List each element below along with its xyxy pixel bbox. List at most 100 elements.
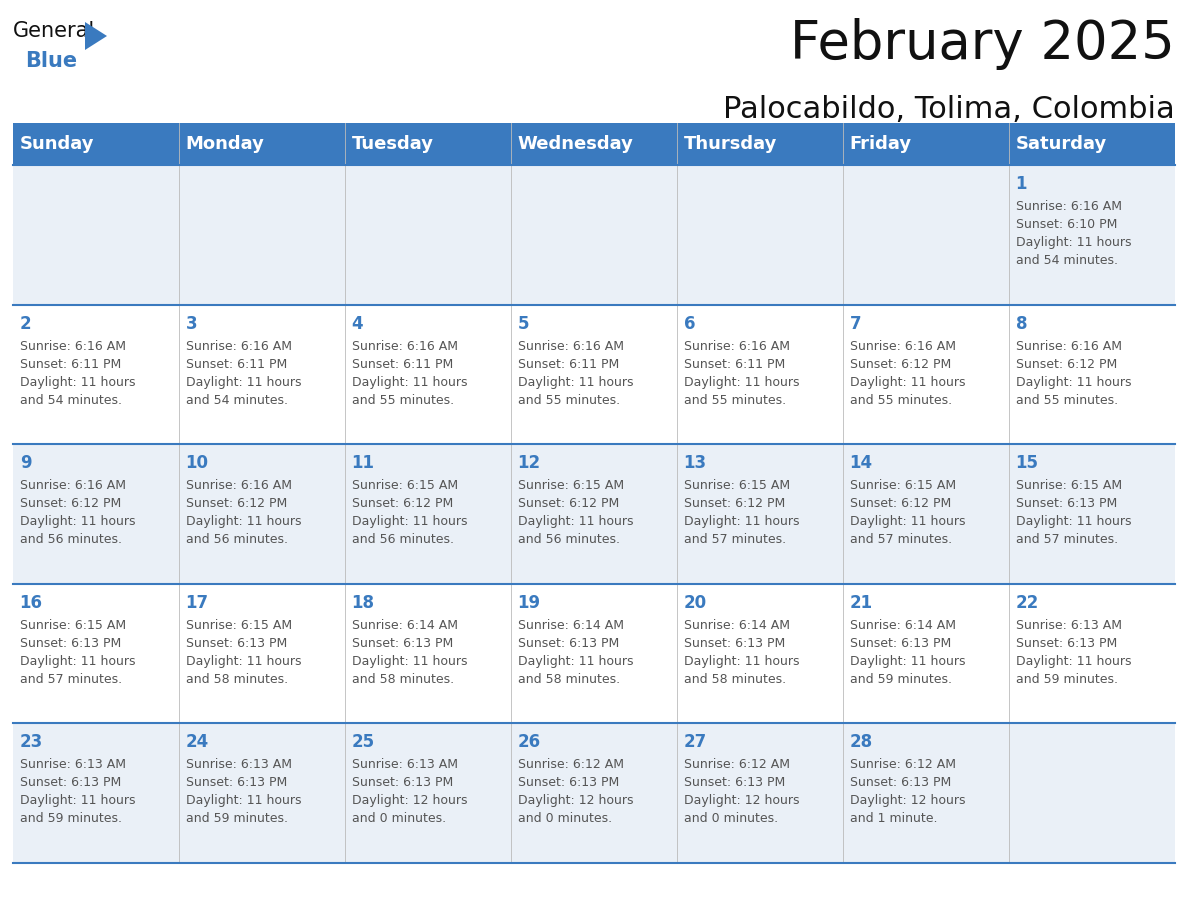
Bar [13, 165, 1175, 305]
Text: and 54 minutes.: and 54 minutes. [185, 394, 287, 407]
Text: Sunrise: 6:16 AM: Sunrise: 6:16 AM [20, 340, 126, 353]
Bar [511, 123, 677, 165]
Bar [345, 123, 511, 165]
Text: Daylight: 12 hours: Daylight: 12 hours [518, 794, 633, 808]
Text: Daylight: 11 hours: Daylight: 11 hours [20, 515, 135, 528]
Text: Sunrise: 6:13 AM: Sunrise: 6:13 AM [1016, 619, 1121, 632]
Bar [13, 584, 1175, 723]
Text: Sunset: 6:10 PM: Sunset: 6:10 PM [1016, 218, 1117, 231]
Text: Daylight: 12 hours: Daylight: 12 hours [849, 794, 965, 808]
Text: Sunset: 6:13 PM: Sunset: 6:13 PM [518, 637, 619, 650]
Text: 6: 6 [683, 315, 695, 332]
Text: and 56 minutes.: and 56 minutes. [185, 533, 287, 546]
Text: and 54 minutes.: and 54 minutes. [20, 394, 121, 407]
Text: General: General [13, 21, 95, 41]
Text: Friday: Friday [849, 135, 911, 153]
Text: Sunset: 6:11 PM: Sunset: 6:11 PM [352, 358, 453, 371]
Text: and 0 minutes.: and 0 minutes. [352, 812, 446, 825]
Text: Daylight: 11 hours: Daylight: 11 hours [185, 515, 301, 528]
Text: 10: 10 [185, 454, 209, 472]
Text: Daylight: 11 hours: Daylight: 11 hours [352, 515, 467, 528]
Text: Sunset: 6:13 PM: Sunset: 6:13 PM [1016, 498, 1117, 510]
Text: Daylight: 11 hours: Daylight: 11 hours [352, 655, 467, 667]
Text: 15: 15 [1016, 454, 1038, 472]
Text: and 1 minute.: and 1 minute. [849, 812, 937, 825]
Text: Sunrise: 6:15 AM: Sunrise: 6:15 AM [20, 619, 126, 632]
Text: 23: 23 [20, 733, 43, 752]
Text: and 0 minutes.: and 0 minutes. [683, 812, 778, 825]
Text: Sunrise: 6:16 AM: Sunrise: 6:16 AM [185, 479, 291, 492]
Text: Sunrise: 6:16 AM: Sunrise: 6:16 AM [20, 479, 126, 492]
Text: Sunset: 6:13 PM: Sunset: 6:13 PM [849, 777, 950, 789]
Bar [13, 123, 179, 165]
Bar [13, 444, 1175, 584]
Bar [1009, 123, 1175, 165]
Text: Blue: Blue [25, 51, 77, 71]
Text: 4: 4 [352, 315, 364, 332]
Text: Wednesday: Wednesday [518, 135, 633, 153]
Text: Sunset: 6:13 PM: Sunset: 6:13 PM [1016, 637, 1117, 650]
Text: 24: 24 [185, 733, 209, 752]
Text: Daylight: 11 hours: Daylight: 11 hours [1016, 236, 1131, 249]
Text: 3: 3 [185, 315, 197, 332]
Text: and 56 minutes.: and 56 minutes. [352, 533, 454, 546]
Text: and 56 minutes.: and 56 minutes. [20, 533, 121, 546]
Text: Sunrise: 6:16 AM: Sunrise: 6:16 AM [185, 340, 291, 353]
Text: 7: 7 [849, 315, 861, 332]
Text: Sunrise: 6:16 AM: Sunrise: 6:16 AM [1016, 340, 1121, 353]
Text: and 59 minutes.: and 59 minutes. [849, 673, 952, 686]
Text: 1: 1 [1016, 175, 1028, 193]
Text: Daylight: 11 hours: Daylight: 11 hours [1016, 655, 1131, 667]
Text: 26: 26 [518, 733, 541, 752]
Text: and 55 minutes.: and 55 minutes. [1016, 394, 1118, 407]
Text: Daylight: 11 hours: Daylight: 11 hours [683, 655, 800, 667]
Text: 20: 20 [683, 594, 707, 611]
Text: Sunset: 6:13 PM: Sunset: 6:13 PM [352, 777, 453, 789]
Text: Sunset: 6:12 PM: Sunset: 6:12 PM [849, 358, 950, 371]
Text: Sunset: 6:13 PM: Sunset: 6:13 PM [683, 777, 785, 789]
Text: Sunrise: 6:12 AM: Sunrise: 6:12 AM [849, 758, 955, 771]
Text: Daylight: 11 hours: Daylight: 11 hours [849, 655, 965, 667]
Text: and 0 minutes.: and 0 minutes. [518, 812, 612, 825]
Text: Daylight: 11 hours: Daylight: 11 hours [518, 655, 633, 667]
Bar [179, 123, 345, 165]
Text: 25: 25 [352, 733, 374, 752]
Text: Daylight: 11 hours: Daylight: 11 hours [185, 794, 301, 808]
Text: and 54 minutes.: and 54 minutes. [1016, 254, 1118, 267]
Text: Monday: Monday [185, 135, 265, 153]
Text: and 55 minutes.: and 55 minutes. [849, 394, 952, 407]
Text: Sunrise: 6:16 AM: Sunrise: 6:16 AM [352, 340, 457, 353]
Text: 12: 12 [518, 454, 541, 472]
Text: Palocabildo, Tolima, Colombia: Palocabildo, Tolima, Colombia [723, 95, 1175, 124]
Text: Daylight: 12 hours: Daylight: 12 hours [352, 794, 467, 808]
Text: Daylight: 11 hours: Daylight: 11 hours [849, 515, 965, 528]
Text: Sunrise: 6:12 AM: Sunrise: 6:12 AM [683, 758, 790, 771]
Text: Saturday: Saturday [1016, 135, 1107, 153]
Text: and 57 minutes.: and 57 minutes. [683, 533, 785, 546]
Text: Sunrise: 6:15 AM: Sunrise: 6:15 AM [185, 619, 292, 632]
Text: Sunrise: 6:15 AM: Sunrise: 6:15 AM [352, 479, 457, 492]
Text: Sunset: 6:12 PM: Sunset: 6:12 PM [352, 498, 453, 510]
Text: and 57 minutes.: and 57 minutes. [20, 673, 121, 686]
Text: Sunset: 6:11 PM: Sunset: 6:11 PM [683, 358, 785, 371]
Text: and 59 minutes.: and 59 minutes. [185, 812, 287, 825]
Text: and 58 minutes.: and 58 minutes. [518, 673, 620, 686]
Text: 28: 28 [849, 733, 873, 752]
Text: Sunrise: 6:13 AM: Sunrise: 6:13 AM [185, 758, 291, 771]
Text: 9: 9 [20, 454, 31, 472]
Text: Daylight: 11 hours: Daylight: 11 hours [185, 375, 301, 388]
Text: Sunrise: 6:15 AM: Sunrise: 6:15 AM [849, 479, 956, 492]
Text: Sunset: 6:12 PM: Sunset: 6:12 PM [849, 498, 950, 510]
Text: Thursday: Thursday [683, 135, 777, 153]
Text: Sunset: 6:13 PM: Sunset: 6:13 PM [185, 637, 286, 650]
Text: 18: 18 [352, 594, 374, 611]
Text: Daylight: 11 hours: Daylight: 11 hours [20, 655, 135, 667]
Text: Daylight: 11 hours: Daylight: 11 hours [683, 515, 800, 528]
Text: Sunrise: 6:14 AM: Sunrise: 6:14 AM [518, 619, 624, 632]
Text: 21: 21 [849, 594, 873, 611]
Text: Sunrise: 6:14 AM: Sunrise: 6:14 AM [849, 619, 955, 632]
Text: Daylight: 11 hours: Daylight: 11 hours [518, 515, 633, 528]
Text: 8: 8 [1016, 315, 1028, 332]
Text: Sunrise: 6:14 AM: Sunrise: 6:14 AM [352, 619, 457, 632]
Text: Sunrise: 6:15 AM: Sunrise: 6:15 AM [683, 479, 790, 492]
